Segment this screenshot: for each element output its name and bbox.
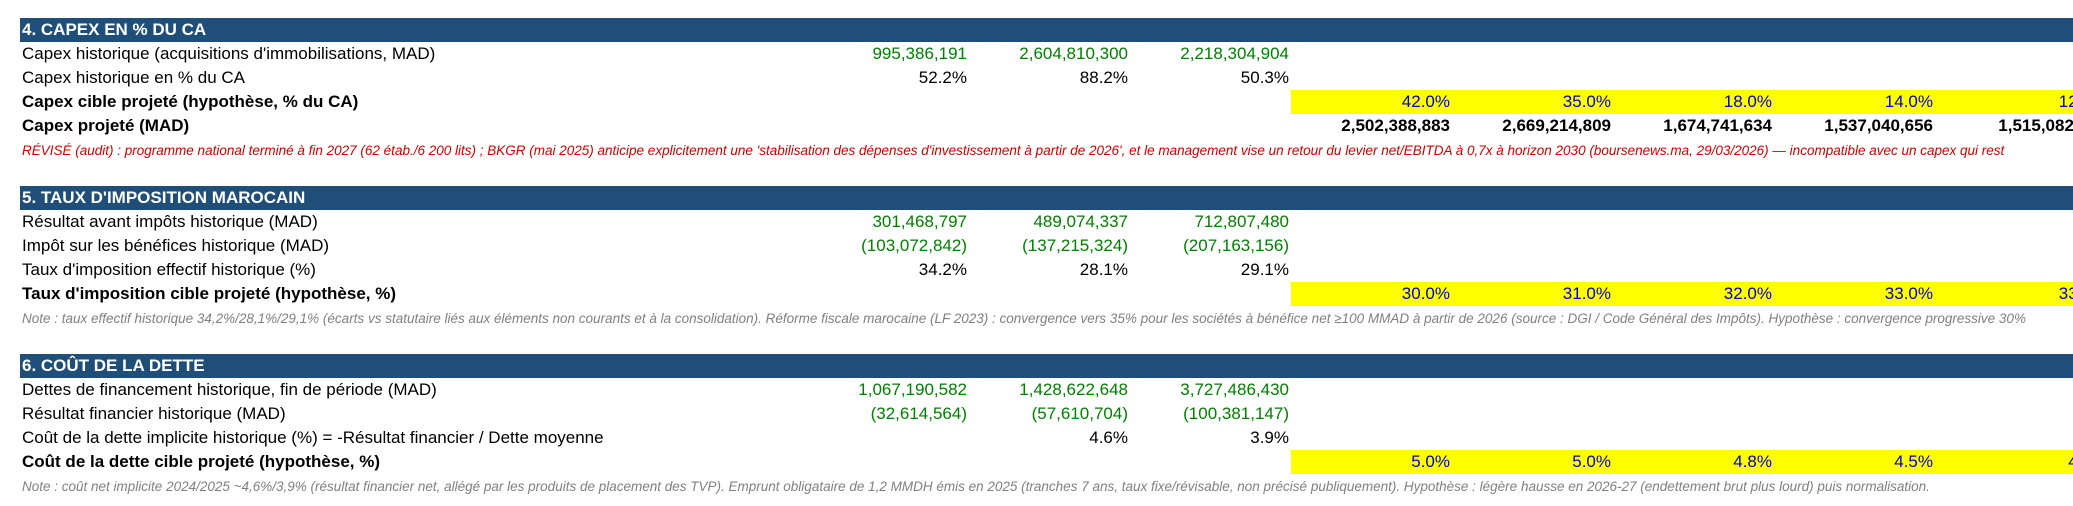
historical-cell[interactable]: 88.2% [1079,68,1128,87]
row-label[interactable]: Capex projeté (MAD) [22,116,190,135]
assumption-input-cell[interactable]: 4.8% [1613,450,1774,474]
table-row[interactable]: Taux d'imposition effectif historique (%… [20,258,2073,282]
historical-cell[interactable] [808,450,969,474]
historical-cell[interactable]: (207,163,156) [1183,236,1289,255]
historical-cell[interactable] [1130,450,1291,474]
assumption-input-cell[interactable]: 5.0% [1291,450,1452,474]
row-label[interactable]: Capex historique en % du CA [22,68,246,87]
historical-cell[interactable]: 1,428,622,648 [1019,380,1128,399]
historical-cell[interactable] [808,114,969,138]
assumption-input-cell[interactable]: 42.0% [1291,90,1452,114]
spacer [20,332,2073,354]
section-title: 6. COÛT DE LA DETTE [22,356,205,375]
historical-cell[interactable]: (57,610,704) [1031,404,1128,423]
assumption-input-cell[interactable]: 4.5% [1774,450,1935,474]
historical-cell[interactable]: 2,604,810,300 [1019,44,1128,63]
section-header-tax[interactable]: 5. TAUX D'IMPOSITION MAROCAIN [20,186,2073,210]
assumption-input-cell[interactable]: 14.0% [1774,90,1935,114]
row-label[interactable]: Taux d'imposition cible projeté (hypothè… [22,284,396,303]
historical-cell[interactable] [808,90,969,114]
assumption-input-cell[interactable]: 33.0% [1774,282,1935,306]
historical-cell[interactable]: 29.1% [1240,260,1289,279]
historical-cell[interactable] [808,426,969,450]
historical-cell[interactable]: 1,067,190,582 [858,380,967,399]
row-label[interactable]: Résultat avant impôts historique (MAD) [22,212,318,231]
historical-cell[interactable] [1130,282,1291,306]
historical-cell[interactable] [969,282,1130,306]
row-label[interactable]: Coût de la dette cible projeté (hypothès… [22,452,380,471]
historical-cell[interactable]: 489,074,337 [1033,212,1128,231]
historical-cell[interactable]: 995,386,191 [872,44,967,63]
spreadsheet: 4. CAPEX EN % DU CA Capex historique (ac… [20,18,2073,500]
row-label[interactable]: Dettes de financement historique, fin de… [22,380,437,399]
projected-cell[interactable]: 2,669,214,809 [1502,116,1611,135]
historical-cell[interactable]: 34.2% [918,260,967,279]
audit-note[interactable]: RÉVISÉ (audit) : programme national term… [22,143,2005,158]
table-row[interactable]: Coût de la dette implicite historique (%… [20,426,2073,450]
table-row[interactable]: Capex projeté (MAD) 2,502,388,883 2,669,… [20,114,2073,138]
table-row[interactable]: Capex historique (acquisitions d'immobil… [20,42,2073,66]
row-label[interactable]: Capex cible projeté (hypothèse, % du CA) [22,92,359,111]
assumption-input-cell[interactable]: 5.0% [1452,450,1613,474]
historical-cell[interactable]: 52.2% [918,68,967,87]
row-label[interactable]: Impôt sur les bénéfices historique (MAD) [22,236,330,255]
projected-cell[interactable]: 2,502,388,883 [1341,116,1450,135]
historical-cell[interactable]: 28.1% [1079,260,1128,279]
note-row[interactable]: Note : taux effectif historique 34,2%/28… [20,306,2073,332]
section-title: 5. TAUX D'IMPOSITION MAROCAIN [22,188,306,207]
historical-cell[interactable] [808,282,969,306]
spacer [20,164,2073,186]
table-row[interactable]: Dettes de financement historique, fin de… [20,378,2073,402]
table-row[interactable]: Capex historique en % du CA 52.2% 88.2% … [20,66,2073,90]
row-label[interactable]: Taux d'imposition effectif historique (%… [22,260,316,279]
table-row[interactable]: Impôt sur les bénéfices historique (MAD)… [20,234,2073,258]
assumption-input-cell[interactable]: 4.5% [1935,450,2073,474]
historical-cell[interactable]: (137,215,324) [1022,236,1128,255]
section-header-debt[interactable]: 6. COÛT DE LA DETTE [20,354,2073,378]
projected-cell[interactable]: 1,515,082,932 [1998,116,2073,135]
note-row[interactable]: RÉVISÉ (audit) : programme national term… [20,138,2073,164]
section-title: 4. CAPEX EN % DU CA [22,20,207,39]
historical-cell[interactable] [969,114,1130,138]
row-label[interactable]: Capex historique (acquisitions d'immobil… [22,44,436,63]
historical-cell[interactable]: (100,381,147) [1183,404,1289,423]
projected-cell[interactable]: 1,537,040,656 [1824,116,1933,135]
projected-cell[interactable]: 1,674,741,634 [1663,116,1772,135]
table-row[interactable]: Capex cible projeté (hypothèse, % du CA)… [20,90,2073,114]
table-row[interactable]: Taux d'imposition cible projeté (hypothè… [20,282,2073,306]
row-label[interactable]: Coût de la dette implicite historique (%… [22,428,604,447]
historical-cell[interactable]: 301,468,797 [872,212,967,231]
historical-cell[interactable]: 50.3% [1240,68,1289,87]
assumption-input-cell[interactable]: 32.0% [1613,282,1774,306]
historical-cell[interactable]: 712,807,480 [1194,212,1289,231]
historical-cell[interactable]: 3,727,486,430 [1180,380,1289,399]
tax-note[interactable]: Note : taux effectif historique 34,2%/28… [22,311,2026,326]
historical-cell[interactable]: (32,614,564) [870,404,967,423]
assumption-input-cell[interactable]: 31.0% [1452,282,1613,306]
historical-cell[interactable] [969,90,1130,114]
historical-cell[interactable]: 2,218,304,904 [1180,44,1289,63]
historical-cell[interactable] [1130,90,1291,114]
assumption-input-cell[interactable]: 12.0% [1935,90,2073,114]
historical-cell[interactable]: 4.6% [1089,428,1128,447]
section-header-capex[interactable]: 4. CAPEX EN % DU CA [20,18,2073,42]
table-row[interactable]: Résultat avant impôts historique (MAD) 3… [20,210,2073,234]
row-label[interactable]: Résultat financier historique (MAD) [22,404,286,423]
assumption-input-cell[interactable]: 35.0% [1452,90,1613,114]
table-row[interactable]: Résultat financier historique (MAD) (32,… [20,402,2073,426]
debt-note[interactable]: Note : coût net implicite 2024/2025 ~4,6… [22,479,1930,494]
historical-cell[interactable]: (103,072,842) [861,236,967,255]
historical-cell[interactable]: 3.9% [1250,428,1289,447]
historical-cell[interactable] [969,450,1130,474]
table-row[interactable]: Coût de la dette cible projeté (hypothès… [20,450,2073,474]
note-row[interactable]: Note : coût net implicite 2024/2025 ~4,6… [20,474,2073,500]
historical-cell[interactable] [1130,114,1291,138]
assumption-input-cell[interactable]: 30.0% [1291,282,1452,306]
assumption-input-cell[interactable]: 18.0% [1613,90,1774,114]
assumption-input-cell[interactable]: 33.0% [1935,282,2073,306]
